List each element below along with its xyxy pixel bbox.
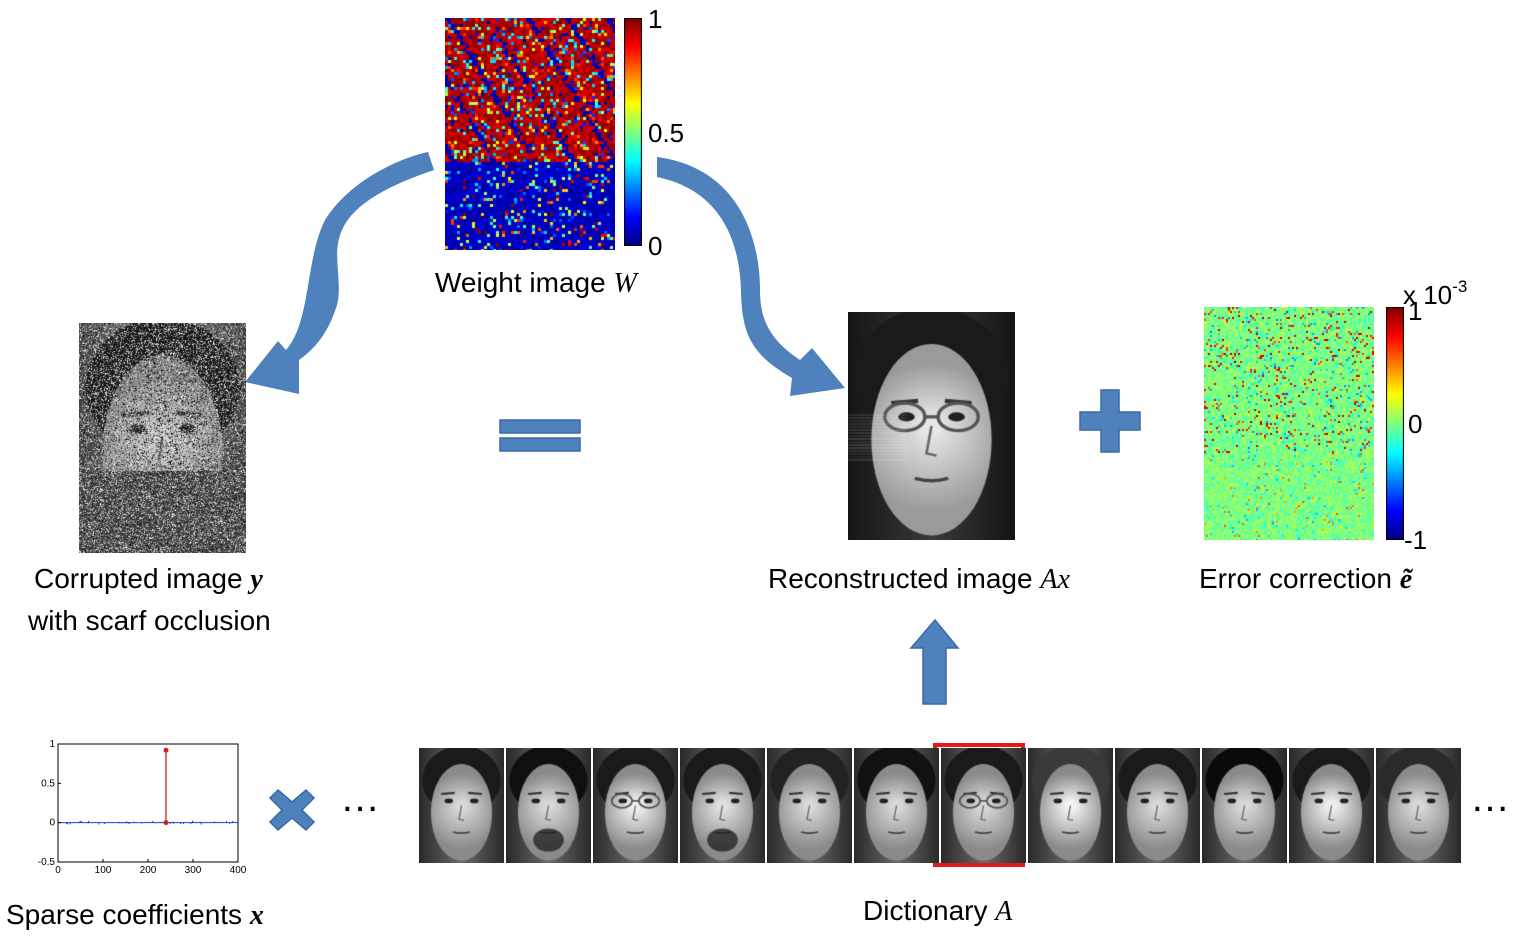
corrupted-image [79,323,246,553]
reconstructed-image-label: Reconstructed image [768,563,1033,594]
dictionary-face [680,748,765,863]
x-tick-label: 100 [95,865,112,876]
dictionary-face [1289,748,1374,863]
dictionary-symbol: A [995,896,1013,927]
dictionary-face [1376,748,1461,863]
sparse-coefficients-symbol: x [249,900,264,931]
weight-colorbar [624,18,642,246]
dictionary-face-selected [941,748,1026,863]
coefficient-base-marker [163,820,169,826]
equals-sign-icon [499,419,581,452]
corrupted-image-label: Corrupted image [34,563,243,594]
curved-arrow-right-icon [657,157,845,396]
dictionary-face [767,748,852,863]
reconstructed-image-symbol: Ax [1040,564,1070,595]
x-tick-label: 0 [55,865,61,876]
error-correction-image [1204,307,1374,540]
dictionary-caption: Dictionary A [863,894,1012,929]
dictionary-ellipsis-right: … [1470,776,1516,820]
error-colorbar [1386,307,1404,540]
curved-arrow-left-icon [245,152,434,394]
weight-colorbar-tick: 0.5 [648,118,685,148]
times-sign-icon [268,788,316,832]
weight-image-label: Weight image [435,267,606,298]
corrupted-image-caption-line2: with scarf occlusion [28,605,271,636]
error-correction-symbol: ẽ [1399,564,1413,595]
y-tick-label: 0 [49,818,55,829]
error-correction-label: Error correction [1199,563,1392,594]
reconstructed-face-image [848,312,1015,540]
dictionary-ellipsis-left: … [340,776,386,820]
weight-image-caption: Weight image W [435,266,637,301]
weight-colorbar-tick: 0 [648,231,663,261]
sparse-coefficients-label: Sparse coefficients [6,899,243,930]
x-tick-label: 400 [230,865,247,876]
dictionary-face [419,748,504,863]
corrupted-image-caption: Corrupted image y [34,562,263,597]
dictionary-face [1028,748,1113,863]
weight-image-symbol: W [613,268,637,299]
error-colorbar-tick: 0 [1408,409,1423,439]
plus-sign-icon [1079,389,1141,453]
weight-colorbar-tick: 1 [648,4,663,34]
y-tick-label: 0.5 [41,778,55,789]
y-tick-label: -0.5 [38,857,56,868]
error-scale-label: x 10-3 [1403,278,1467,308]
dictionary-face [506,748,591,863]
error-scale-exponent: -3 [1452,277,1468,296]
sparse-coefficients-caption: Sparse coefficients x [6,898,264,933]
reconstructed-image-caption: Reconstructed image Ax [768,562,1070,597]
dictionary-face [1202,748,1287,863]
corrupted-image-symbol: y [250,564,263,595]
dictionary-face [854,748,939,863]
plot-frame [57,743,239,863]
dictionary-label: Dictionary [863,895,988,926]
x-tick-label: 300 [185,865,202,876]
error-colorbar-tick: -1 [1404,525,1428,555]
dictionary-face [1115,748,1200,863]
error-scale-base: x 10 [1403,280,1453,310]
y-tick-label: 1 [49,739,55,750]
x-tick-label: 200 [140,865,157,876]
up-arrow-icon [909,618,960,705]
weight-image [445,18,615,250]
dictionary-face [593,748,678,863]
coefficient-marker [163,747,169,753]
error-correction-caption: Error correction ẽ [1199,562,1412,597]
error-colorbar-tick: 1 [1408,296,1423,326]
